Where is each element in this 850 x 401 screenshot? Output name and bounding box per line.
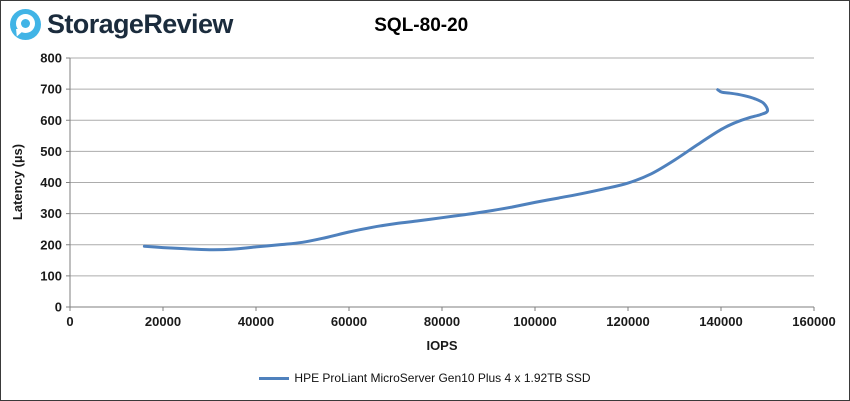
plot-area: 0 100 200 300 400 500 600 700 800 0 20000 40000 6000…	[10, 51, 836, 354]
svg-text:80000: 80000	[424, 314, 460, 329]
latency-curve	[142, 88, 770, 252]
svg-text:300: 300	[40, 206, 62, 221]
tick-labels: 0 100 200 300 400 500 600 700 800 0 20000 40000 6000…	[40, 51, 835, 330]
svg-text:0: 0	[55, 300, 62, 315]
legend: HPE ProLiant MicroServer Gen10 Plus 4 x …	[1, 371, 849, 385]
svg-text:500: 500	[40, 144, 62, 159]
svg-text:140000: 140000	[699, 314, 742, 329]
svg-text:120000: 120000	[606, 314, 649, 329]
svg-text:60000: 60000	[331, 314, 367, 329]
svg-text:400: 400	[40, 175, 62, 190]
svg-text:200: 200	[40, 237, 62, 252]
svg-text:600: 600	[40, 113, 62, 128]
brand: StorageReview	[10, 8, 233, 40]
gridlines	[70, 57, 814, 277]
svg-text:20000: 20000	[145, 314, 181, 329]
y-axis-title: Latency (µs)	[10, 144, 25, 220]
svg-text:0: 0	[66, 314, 73, 329]
chart-title: SQL-80-20	[374, 15, 469, 36]
svg-text:700: 700	[40, 82, 62, 97]
storagereview-logo-icon	[10, 8, 41, 40]
header: StorageReview SQL-80-20	[1, 1, 849, 47]
legend-line-marker	[259, 376, 290, 380]
svg-text:40000: 40000	[238, 314, 274, 329]
svg-text:160000: 160000	[792, 314, 835, 329]
brand-name: StorageReview	[47, 8, 233, 39]
legend-label: HPE ProLiant MicroServer Gen10 Plus 4 x …	[294, 371, 591, 385]
logo-tail	[16, 28, 24, 37]
svg-text:800: 800	[40, 51, 62, 66]
svg-text:100: 100	[40, 268, 62, 283]
axes	[66, 57, 815, 311]
logo-ring	[16, 13, 35, 33]
svg-text:100000: 100000	[513, 314, 556, 329]
x-axis-title: IOPS	[426, 338, 457, 353]
